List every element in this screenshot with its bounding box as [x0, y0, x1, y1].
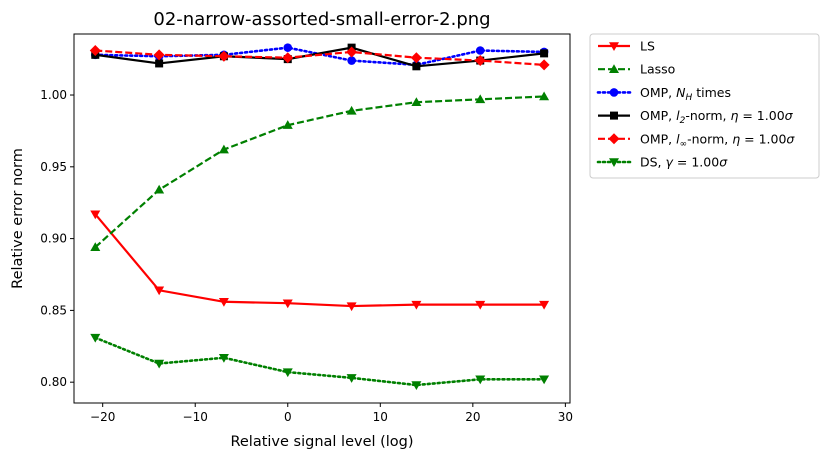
data-point	[153, 49, 165, 61]
data-point	[218, 298, 229, 307]
legend-marker	[609, 158, 619, 167]
data-point	[154, 359, 165, 369]
data-point	[218, 50, 230, 62]
series-2	[90, 91, 550, 251]
data-point	[475, 94, 486, 104]
data-point	[539, 91, 550, 101]
legend-label: OMP, l∞​-norm, η = 1.00σ	[640, 131, 795, 149]
legend-box	[589, 33, 820, 179]
legend-item: LS	[598, 39, 655, 54]
series-line	[94, 213, 545, 308]
legend-item: OMP, NH​ times	[596, 85, 731, 103]
chart-title: 02-narrow-assorted-small-error-2.png	[153, 9, 490, 30]
y-axis: 0.80 0.85 0.90 0.95 1.00	[40, 88, 74, 389]
series-1	[90, 210, 550, 312]
data-point	[412, 62, 421, 71]
series-5	[89, 45, 550, 71]
plot-area	[89, 43, 550, 391]
data-point	[539, 300, 550, 310]
x-axis: −20 −10 0 10 20 30	[90, 403, 573, 424]
legend-marker	[609, 88, 619, 97]
data-point	[538, 59, 550, 71]
data-point	[218, 144, 229, 154]
data-point	[346, 46, 358, 58]
data-point	[154, 184, 165, 194]
y-tick-label: 0.80	[40, 375, 67, 389]
legend-label: OMP, NH​ times	[640, 85, 731, 103]
data-point	[411, 381, 422, 391]
y-tick-label: 0.95	[40, 160, 67, 174]
series-line	[93, 336, 546, 387]
legend-item: DS, γ = 1.00σ	[596, 155, 728, 170]
legend-marker	[608, 133, 620, 145]
series-6	[90, 333, 550, 391]
x-tick-label: 20	[465, 410, 480, 424]
data-point	[474, 55, 486, 67]
data-point	[154, 286, 165, 296]
data-point	[411, 300, 422, 310]
data-point	[475, 300, 486, 310]
legend-marker	[609, 64, 619, 73]
series-line	[94, 95, 545, 249]
data-point	[346, 374, 357, 383]
legend-item: Lasso	[598, 62, 675, 77]
legend: LS Lasso OMP, NH​ times OMP, l2​-norm, η = …	[589, 33, 820, 179]
data-point	[347, 56, 356, 65]
x-tick-label: −20	[90, 410, 115, 424]
data-point	[155, 59, 164, 68]
data-point	[282, 120, 293, 129]
x-tick-label: −10	[183, 410, 208, 424]
data-point	[282, 52, 294, 64]
y-axis-label: Relative error norm	[10, 148, 26, 289]
data-point	[282, 299, 293, 309]
x-tick-label: 10	[373, 410, 388, 424]
data-point	[283, 43, 293, 52]
y-tick-label: 0.90	[40, 232, 67, 246]
data-point	[218, 354, 229, 363]
legend-label: LS	[640, 39, 655, 54]
data-point	[90, 333, 101, 343]
legend-label: DS, γ = 1.00σ	[640, 155, 728, 170]
data-point	[411, 97, 422, 106]
legend-label: OMP, l2​-norm, η = 1.00σ	[640, 108, 794, 126]
legend-marker	[609, 42, 619, 51]
legend-item: OMP, l2​-norm, η = 1.00σ	[598, 108, 794, 126]
legend-item: OMP, l∞​-norm, η = 1.00σ	[598, 131, 795, 149]
data-point	[410, 52, 422, 64]
data-point	[475, 375, 486, 385]
legend-marker	[610, 111, 618, 120]
data-point	[282, 368, 293, 378]
x-tick-label: 0	[284, 410, 292, 424]
x-axis-label: Relative signal level (log)	[230, 434, 413, 450]
series-line	[95, 49, 545, 66]
series-line	[95, 46, 545, 68]
y-tick-label: 1.00	[40, 88, 67, 102]
plot-frame	[73, 33, 571, 404]
data-point	[90, 210, 101, 220]
data-point	[539, 375, 550, 385]
legend-label: Lasso	[640, 62, 675, 77]
data-point	[89, 45, 101, 57]
data-point	[90, 242, 101, 251]
x-tick-label: 30	[558, 410, 573, 424]
data-point	[346, 105, 357, 115]
data-point	[475, 46, 485, 55]
data-point	[540, 49, 549, 58]
y-tick-label: 0.85	[40, 303, 67, 317]
data-point	[346, 302, 357, 312]
